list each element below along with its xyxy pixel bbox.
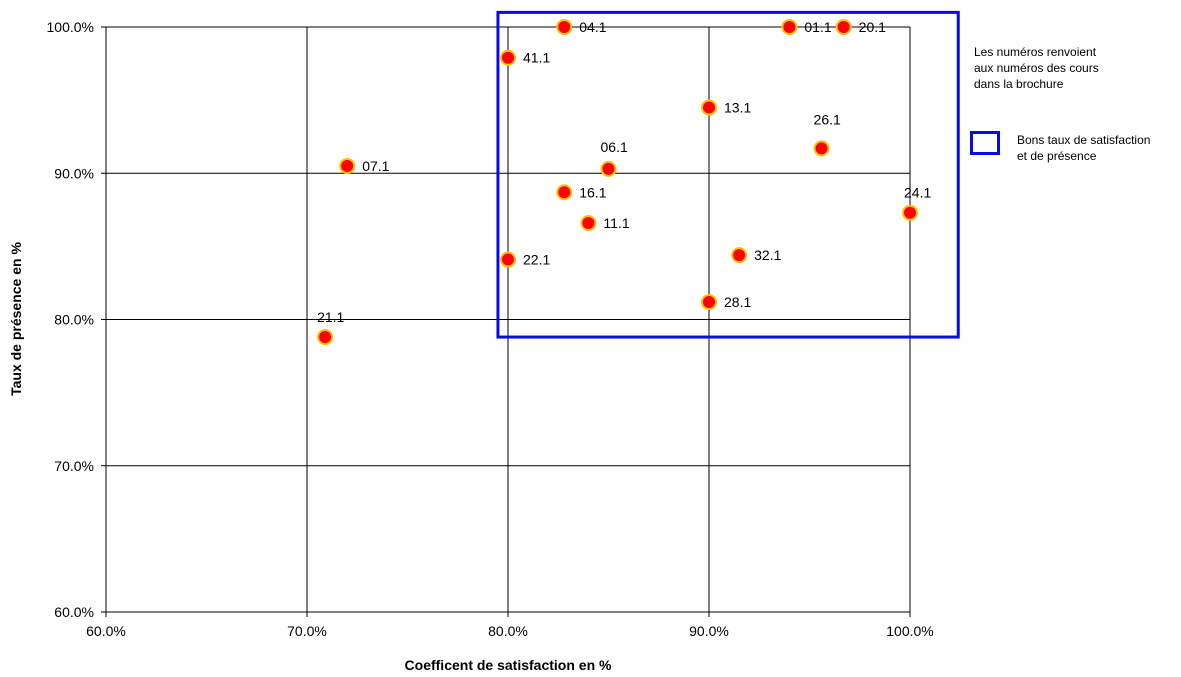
x-axis-label: Coefficent de satisfaction en % [405, 657, 612, 673]
axes: 60.0% 60.0% 70.0% 70.0% 80.0% 80.0% 90.0% 90.0%… [47, 19, 934, 639]
data-point [835, 19, 852, 35]
data-point [701, 99, 717, 116]
data-label: 41.1 [523, 50, 550, 66]
data-label: 04.1 [579, 19, 606, 35]
data-point [556, 184, 573, 201]
data-point [600, 160, 617, 177]
data-label: 22.1 [523, 252, 550, 268]
highlight-region [496, 10, 960, 339]
y-axis-label: Taux de présence en % [8, 242, 24, 396]
data-label: 06.1 [601, 139, 628, 155]
data-point [701, 293, 717, 310]
data-point [317, 329, 334, 346]
x-tick-label: 90.0% [689, 623, 729, 639]
data-label: 07.1 [362, 158, 389, 174]
grid-lines [105, 26, 911, 613]
data-label: 01.1 [804, 19, 831, 35]
y-tick-label: 60.0% [54, 604, 94, 620]
y-tick-label: 100.0% [47, 19, 94, 35]
legend-label: Bons taux de satisfaction et de présence [1017, 133, 1151, 163]
data-label: 32.1 [754, 247, 781, 263]
data-point [902, 204, 918, 221]
data-label: 11.1 [603, 215, 629, 231]
y-tick-label: 80.0% [54, 312, 94, 328]
x-tick-label: 100.0% [886, 623, 933, 639]
data-point [781, 19, 798, 35]
data-point [731, 247, 748, 264]
x-tick-label: 80.0% [488, 623, 528, 639]
data-label: 24.1 [904, 185, 931, 201]
data-label: 20.1 [859, 19, 886, 35]
data-label: 26.1 [814, 111, 841, 127]
data-point [500, 251, 516, 268]
data-point [813, 140, 830, 157]
x-tick-label: 70.0% [287, 623, 327, 639]
legend-swatch [970, 131, 1000, 155]
data-point [339, 157, 356, 174]
highlight-rectangle [496, 10, 960, 339]
x-tick-label: 60.0% [86, 623, 126, 639]
data-point [500, 49, 516, 66]
data-points: 04.1 01.1 20.1 41.1 13.1 26.1 07.1 06.1 16.1 24.1… [317, 19, 931, 346]
data-point [580, 214, 597, 231]
data-label: 13.1 [724, 99, 751, 115]
data-label: 16.1 [579, 184, 606, 200]
y-tick-label: 70.0% [54, 458, 94, 474]
note-text: Les numéros renvoient aux numéros des co… [974, 45, 1099, 91]
data-label: 28.1 [724, 294, 751, 310]
data-label: 21.1 [317, 309, 344, 325]
y-tick-label: 90.0% [54, 165, 94, 181]
data-point [556, 19, 573, 35]
